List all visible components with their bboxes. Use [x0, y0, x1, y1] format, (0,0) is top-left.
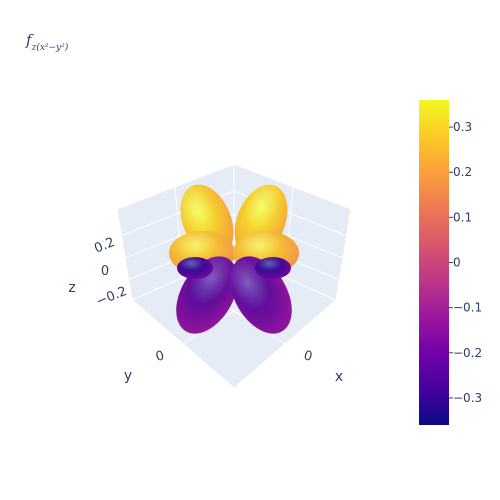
colorbar-ticks: 0.3 0.2 0.1 0 −0.1 −0.2 −0.3 — [449, 120, 482, 405]
scene[interactable] — [116, 163, 352, 389]
colorbar-tick-label: 0.2 — [453, 165, 472, 179]
chart-title: fz(x²−y²) — [26, 31, 69, 53]
z-axis-title: z — [68, 280, 75, 296]
y-axis-title: y — [124, 368, 132, 384]
colorbar-tick-label: −0.2 — [453, 346, 482, 360]
colorbar-tick-label: 0 — [453, 256, 461, 270]
colorbar-tick-label: −0.1 — [453, 301, 482, 315]
x-axis-title: x — [335, 369, 343, 385]
colorbar-tick-label: −0.3 — [453, 391, 482, 405]
z-tick-label: −0.2 — [94, 284, 129, 310]
z-tick-label: 0.2 — [92, 235, 117, 257]
colorbar-tick-label: 0.3 — [453, 120, 472, 134]
z-tick-label: 0 — [101, 264, 109, 279]
colorbar-tick-label: 0.1 — [453, 210, 472, 224]
y-tick-label: 0 — [154, 348, 166, 365]
x-tick-label: 0 — [302, 348, 314, 365]
colorbar-bar — [419, 100, 449, 425]
back-left-lobe-highlight — [177, 257, 213, 279]
colorbar[interactable]: 0.3 0.2 0.1 0 −0.1 −0.2 −0.3 — [419, 100, 482, 425]
lobes[interactable] — [163, 177, 304, 345]
back-right-lobe-highlight — [255, 257, 291, 279]
chart-title-subscript: z(x²−y²) — [31, 43, 69, 53]
